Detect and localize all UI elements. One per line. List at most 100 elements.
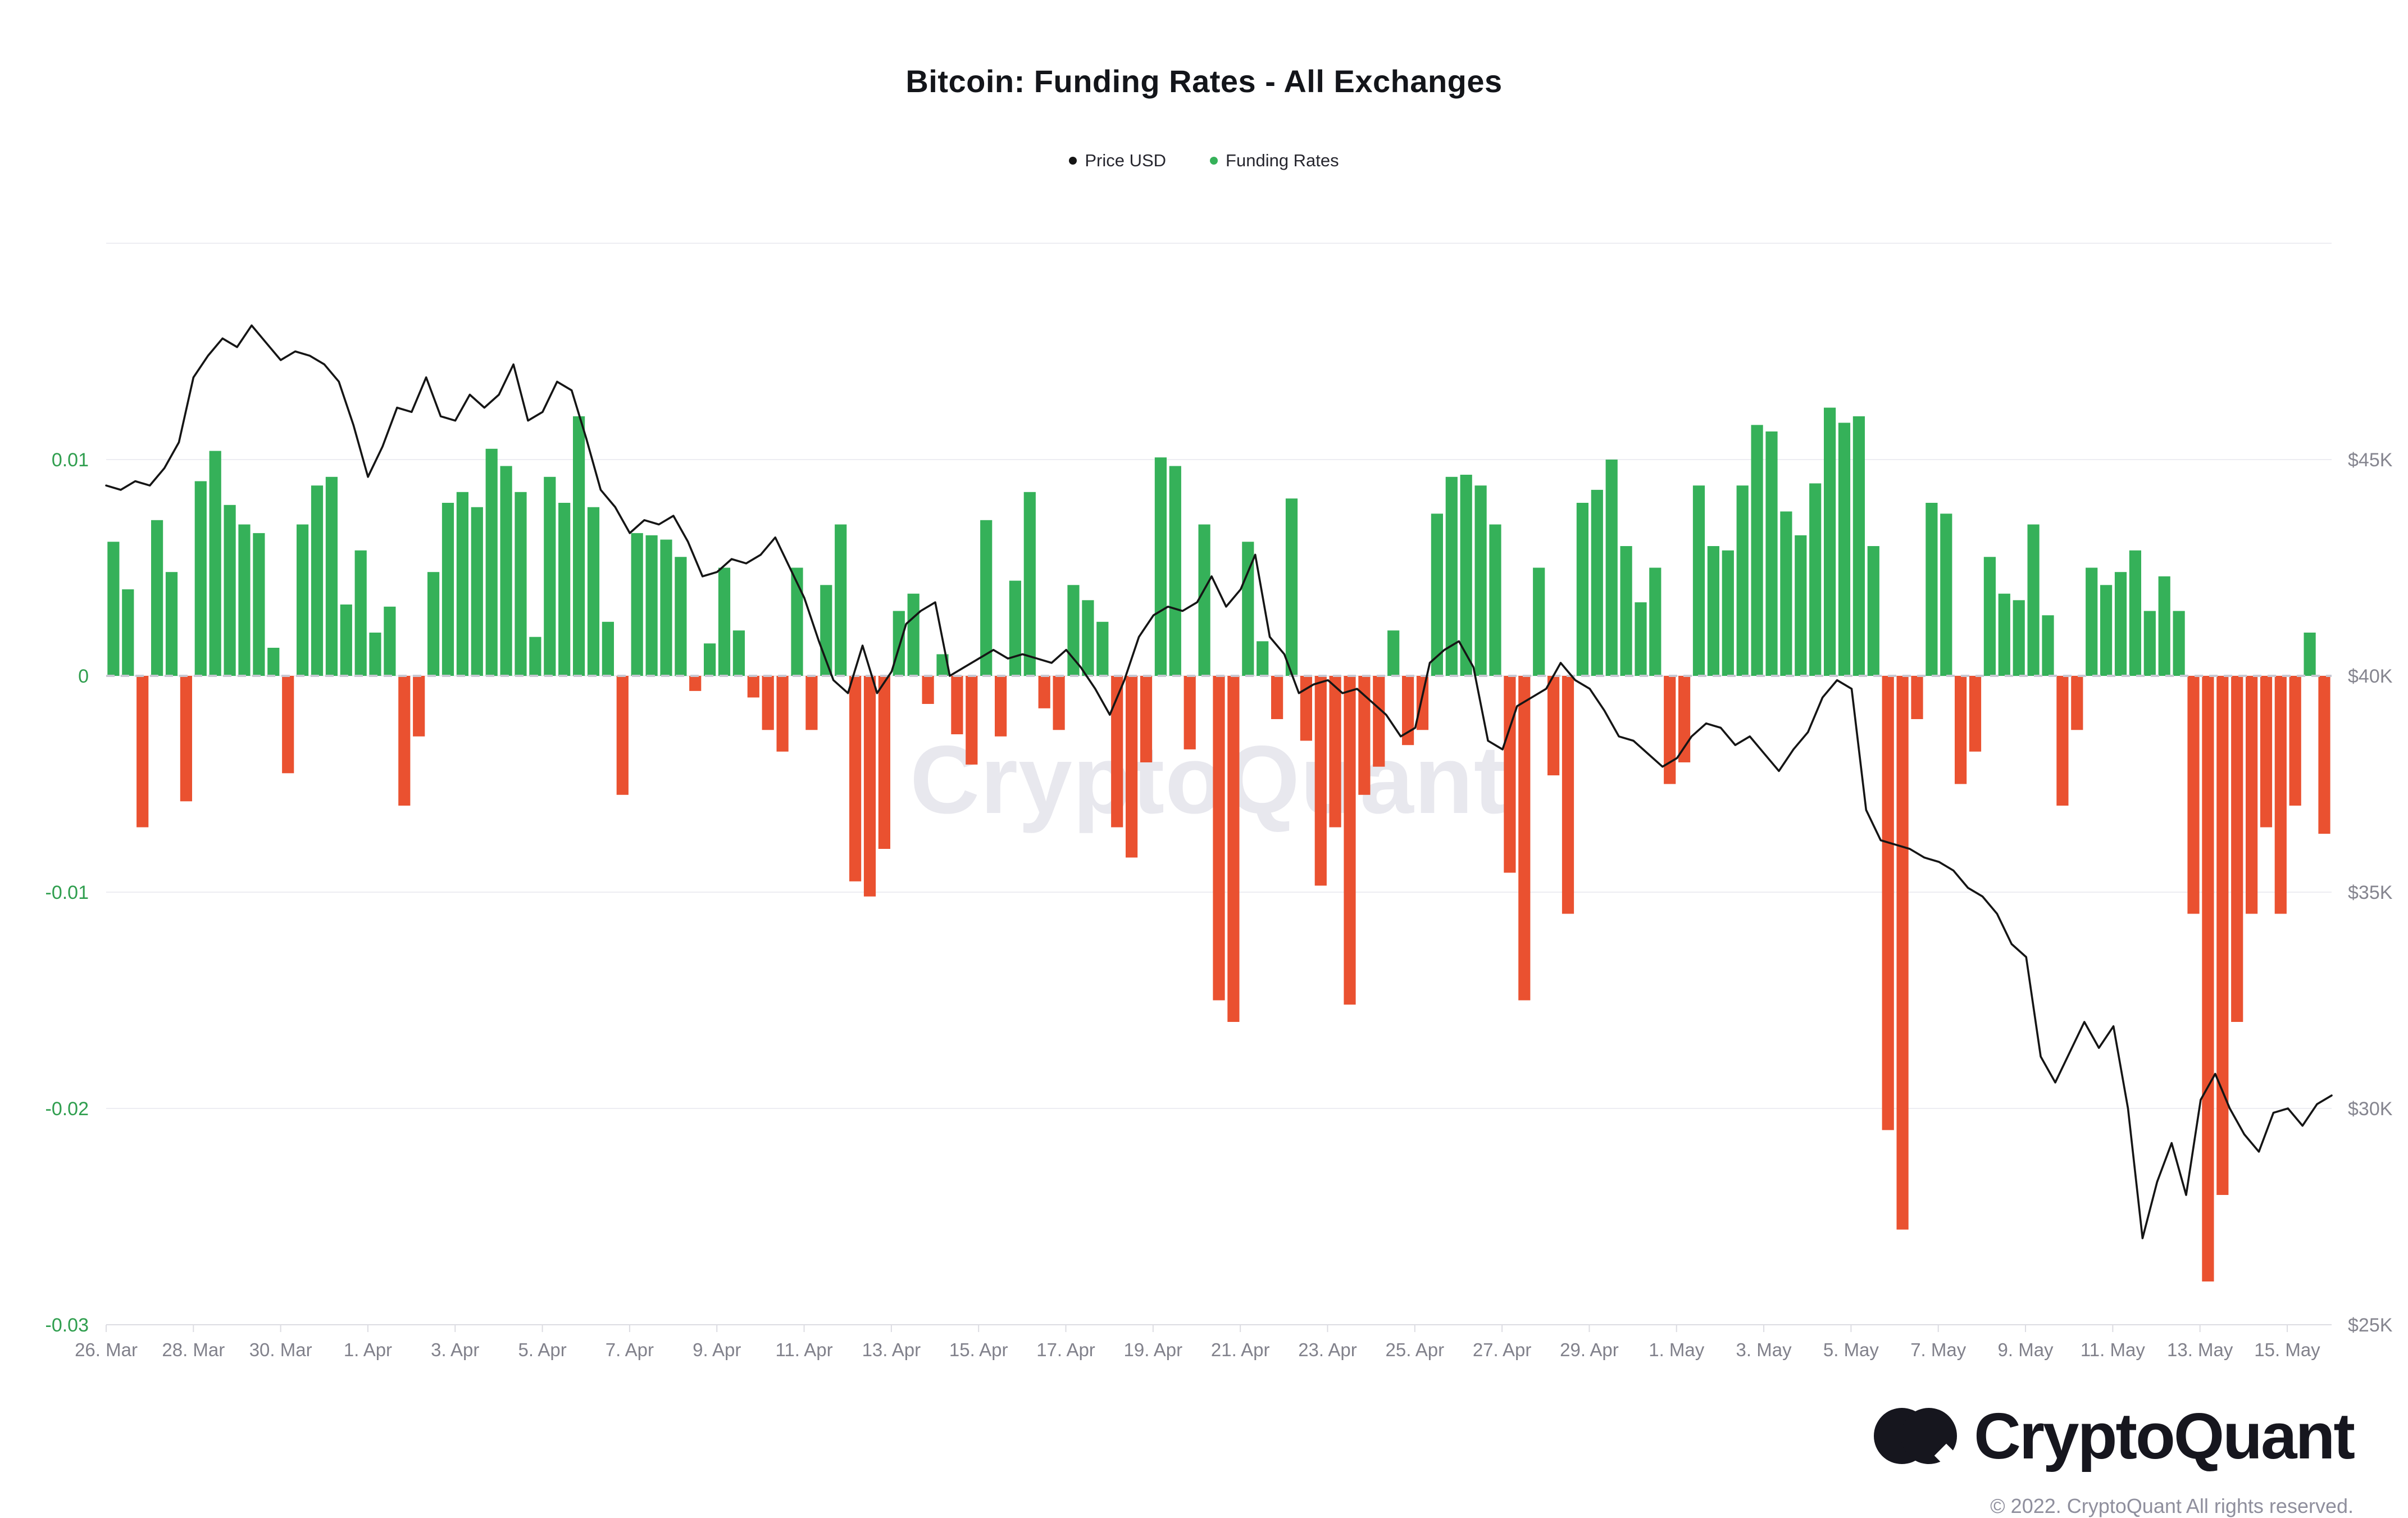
x-axis-label: 30. Mar <box>249 1339 312 1360</box>
funding-rate-bar <box>1998 593 2010 676</box>
funding-rate-bar <box>893 611 905 676</box>
funding-rate-bar <box>1852 416 1865 676</box>
x-axis-label: 11. Apr <box>775 1339 832 1360</box>
legend-item-price[interactable]: Price USD <box>1069 151 1166 171</box>
funding-rate-bar <box>762 676 774 730</box>
funding-rate-bar <box>1344 676 1356 1005</box>
funding-rate-bar <box>500 466 512 676</box>
funding-rate-bar <box>922 676 934 704</box>
cryptoquant-logo[interactable]: CryptoQuant <box>1873 1393 2355 1479</box>
funding-rate-bar <box>1838 422 1851 676</box>
x-axis-label: 19. Apr <box>1124 1339 1183 1360</box>
funding-rate-bar <box>1387 630 1400 676</box>
funding-rate-bar <box>1547 676 1560 776</box>
funding-rate-bar <box>1562 676 1574 914</box>
x-axis-label: 29. Apr <box>1560 1339 1619 1360</box>
funding-rate-bar <box>1896 676 1909 1230</box>
x-axis-label: 1. Apr <box>344 1339 392 1360</box>
funding-rate-bar <box>2260 676 2273 828</box>
funding-rate-bar <box>1664 676 1676 784</box>
funding-rate-bar <box>238 524 251 676</box>
right-axis-label: $30K <box>2348 1098 2393 1120</box>
funding-rate-bar <box>1635 602 1647 676</box>
funding-rate-bar <box>2143 611 2156 676</box>
funding-rate-bar <box>1591 489 1603 676</box>
funding-rate-bar <box>2042 615 2054 676</box>
funding-rate-bar <box>2289 676 2301 806</box>
funding-rate-bar <box>1504 676 1516 873</box>
funding-rate-bar <box>1154 457 1167 676</box>
legend-item-funding[interactable]: Funding Rates <box>1210 151 1339 171</box>
funding-rate-bar <box>1096 621 1109 676</box>
funding-rate-bar <box>1126 676 1138 858</box>
funding-rate-bar <box>587 507 600 676</box>
x-axis-label: 21. Apr <box>1211 1339 1270 1360</box>
left-axis-label: -0.02 <box>45 1098 89 1120</box>
funding-rate-bar <box>1533 567 1545 676</box>
funding-rate-bar <box>2231 676 2243 1022</box>
funding-rate-bar <box>2086 567 2098 676</box>
funding-rate-bar <box>1213 676 1225 1001</box>
funding-rate-bar <box>1242 542 1254 676</box>
funding-series-dot-icon <box>1210 157 1218 165</box>
funding-rate-bar <box>340 605 352 676</box>
funding-rate-bar <box>1955 676 1967 784</box>
funding-rate-bar <box>2274 676 2287 914</box>
funding-rate-bar <box>2318 676 2330 834</box>
funding-rate-bar <box>2216 676 2229 1195</box>
funding-rate-bar <box>1751 425 1763 676</box>
funding-rate-bar <box>1474 485 1487 676</box>
funding-rate-bar <box>835 524 847 676</box>
funding-rate-bar <box>456 492 468 676</box>
funding-rate-bar <box>1067 585 1080 676</box>
funding-rate-bar <box>2056 676 2069 806</box>
right-axis-label: $25K <box>2348 1315 2393 1336</box>
funding-rate-bar <box>1009 580 1021 676</box>
funding-rate-bar <box>995 676 1007 737</box>
funding-rate-bar <box>1023 492 1036 676</box>
x-axis-label: 25. Apr <box>1386 1339 1445 1360</box>
funding-rate-bar <box>1198 524 1210 676</box>
left-axis-label: -0.03 <box>45 1315 89 1336</box>
x-axis-label: 7. Apr <box>606 1339 654 1360</box>
funding-rate-bar <box>136 676 149 828</box>
funding-rate-bar <box>1416 676 1429 730</box>
funding-rate-bar <box>1649 567 1662 676</box>
x-axis-label: 9. May <box>1998 1339 2054 1360</box>
funding-rate-bar <box>253 533 265 676</box>
x-axis-label: 15. May <box>2254 1339 2320 1360</box>
footer: CryptoQuant © 2022. CryptoQuant All righ… <box>1873 1393 2355 1518</box>
funding-rate-bar <box>2304 633 2316 676</box>
x-axis-label: 13. May <box>2167 1339 2233 1360</box>
funding-rate-bar <box>849 676 862 881</box>
funding-rate-bar <box>863 676 876 897</box>
funding-rate-bar <box>529 637 541 676</box>
funding-rate-bar <box>515 492 527 676</box>
left-axis-label: 0.01 <box>52 449 89 471</box>
funding-rate-bar <box>1707 546 1719 676</box>
funding-rate-bar <box>2173 611 2185 676</box>
x-axis-label: 17. Apr <box>1036 1339 1095 1360</box>
funding-rate-bar <box>544 476 556 676</box>
funding-rate-bar <box>1329 676 1341 828</box>
funding-rate-bar <box>1257 641 1269 676</box>
funding-rate-bar <box>325 476 338 676</box>
funding-rate-bar <box>107 542 120 676</box>
cryptoquant-logo-text: CryptoQuant <box>1974 1399 2355 1472</box>
funding-rate-bar <box>194 481 207 676</box>
funding-rate-bar <box>2071 676 2083 730</box>
funding-rate-bar <box>675 557 687 676</box>
funding-rate-bar <box>122 589 134 676</box>
x-axis-label: 15. Apr <box>949 1339 1008 1360</box>
funding-rate-bar <box>311 485 324 676</box>
funding-rate-bar <box>1314 676 1327 886</box>
x-axis-label: 11. May <box>2081 1339 2145 1360</box>
funding-rate-bar <box>1780 511 1792 676</box>
funding-rate-bar <box>224 505 236 676</box>
funding-rate-bar <box>2202 676 2214 1281</box>
funding-rate-bar <box>1053 676 1065 730</box>
copyright-text: © 2022. CryptoQuant All rights reserved. <box>1990 1494 2354 1517</box>
funding-rate-bar <box>2246 676 2258 914</box>
funding-rate-bar <box>2187 676 2200 914</box>
